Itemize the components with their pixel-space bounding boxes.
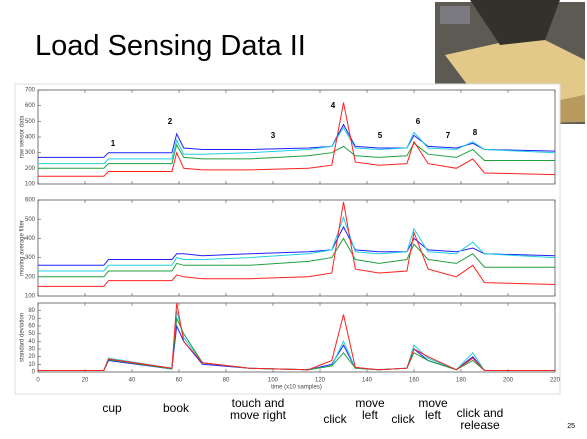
x-tick-label: 120 (315, 378, 326, 384)
y-tick-label: 500 (25, 119, 36, 125)
caption-line: book (163, 401, 190, 415)
caption: click and release (457, 406, 504, 432)
annotation: 8 (473, 128, 478, 137)
caption-line: release (460, 418, 500, 432)
caption-line: left (362, 408, 379, 422)
series-line (38, 126, 556, 165)
caption-line: click (391, 412, 415, 426)
caption: cup (102, 401, 122, 415)
caption-line: click and (457, 406, 504, 420)
annotation: 2 (168, 117, 173, 126)
page-number: 25 (567, 423, 575, 430)
y-axis-label: standard deviation (20, 313, 26, 362)
y-tick-label: 100 (25, 182, 36, 188)
series-line (38, 215, 556, 272)
series-line (38, 302, 555, 371)
y-tick-label: 30 (28, 347, 35, 353)
y-tick-label: 400 (25, 135, 36, 141)
x-axis-label: time (x10 samples) (271, 385, 322, 391)
caption-line: move right (230, 408, 287, 422)
y-tick-label: 40 (28, 339, 35, 345)
annotation: 3 (271, 131, 276, 140)
series-line (38, 102, 556, 177)
series-line (38, 237, 555, 278)
y-tick-label: 80 (28, 308, 35, 314)
caption: click (391, 412, 415, 426)
annotation: 5 (378, 131, 383, 140)
caption-line: move (355, 396, 385, 410)
caption-line: left (425, 408, 442, 422)
caption-line: move (418, 396, 448, 410)
y-tick-label: 200 (25, 274, 36, 280)
y-tick-label: 60 (28, 324, 35, 330)
caption-line: cup (102, 401, 122, 415)
slide-title: Load Sensing Data II (35, 30, 306, 62)
y-tick-label: 600 (25, 103, 36, 109)
y-tick-label: 10 (28, 362, 35, 368)
x-tick-label: 140 (362, 378, 373, 384)
series-line (38, 142, 555, 169)
y-tick-label: 50 (28, 331, 35, 337)
y-tick-label: 400 (25, 236, 36, 242)
x-tick-label: 100 (268, 378, 279, 384)
x-tick-label: 200 (503, 378, 514, 384)
caption: click (323, 412, 347, 426)
annotation: 6 (416, 117, 421, 126)
y-tick-label: 700 (25, 88, 36, 94)
y-axis-label: moving average filter (20, 220, 26, 276)
y-tick-label: 70 (28, 316, 35, 322)
plot-frame (37, 199, 556, 297)
x-tick-label: 160 (409, 378, 420, 384)
x-tick-label: 60 (176, 378, 183, 384)
annotation: 4 (331, 101, 336, 110)
plot-frame (37, 302, 556, 373)
y-tick-label: 300 (25, 150, 36, 156)
annotation: 1 (111, 139, 116, 148)
y-tick-label: 300 (25, 255, 36, 261)
y-tick-label: 20 (28, 354, 35, 360)
x-tick-label: 0 (36, 378, 40, 384)
x-tick-label: 40 (129, 378, 136, 384)
x-tick-label: 20 (82, 378, 89, 384)
chart-image (14, 83, 561, 395)
photo (435, 0, 585, 124)
caption: touch and move right (230, 396, 287, 422)
y-tick-label: 0 (32, 370, 36, 376)
x-tick-label: 80 (223, 378, 230, 384)
y-tick-label: 100 (25, 294, 36, 300)
y-tick-label: 500 (25, 217, 36, 223)
annotation: 7 (446, 131, 451, 140)
caption: move left (355, 396, 385, 422)
caption: move left (418, 396, 448, 422)
y-tick-label: 600 (25, 198, 36, 204)
x-tick-label: 220 (550, 378, 561, 384)
x-tick-label: 180 (456, 378, 467, 384)
caption-line: touch and (232, 396, 285, 410)
y-tick-label: 200 (25, 166, 36, 172)
series-line (38, 201, 556, 287)
y-axis-label: raw sensor data (20, 115, 26, 158)
caption: book (163, 401, 190, 415)
caption-line: click (323, 412, 347, 426)
